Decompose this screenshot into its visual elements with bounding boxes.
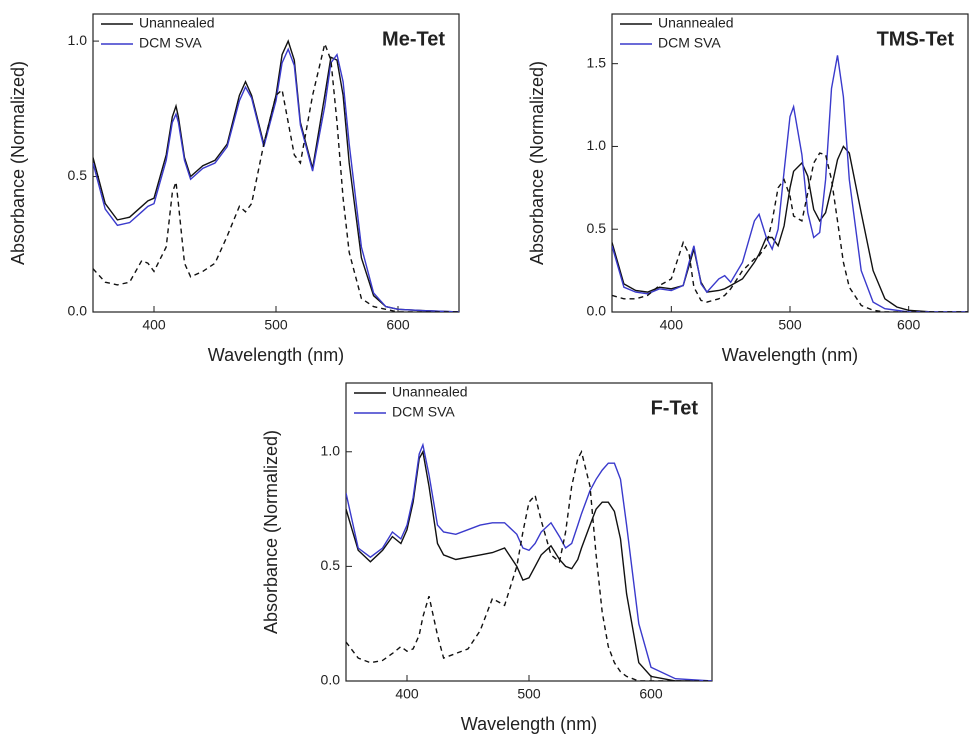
y-tick-label: 0.5	[321, 557, 341, 573]
legend-label: Unannealed	[392, 384, 468, 400]
legend-label: DCM SVA	[392, 404, 455, 420]
x-tick-label: 600	[386, 317, 410, 333]
chart-title: TMS-Tet	[877, 28, 955, 50]
x-tick-label: 400	[395, 686, 419, 702]
y-tick-label: 1.0	[68, 32, 88, 48]
y-axis-label: Absorbance (Normalized)	[527, 61, 547, 265]
x-axis-label: Wavelength (nm)	[722, 345, 858, 365]
chart: 400 500 600 0.0 0.5 1.0 Wavelength (nm) Absorba…	[8, 13, 460, 365]
legend-label: Unannealed	[658, 15, 734, 31]
chart-title: F-Tet	[651, 397, 699, 419]
plot-frame	[611, 13, 969, 313]
y-axis-label: Absorbance (Normalized)	[261, 430, 281, 634]
series-line	[612, 145, 968, 312]
y-tick-label: 0.5	[587, 220, 607, 236]
chart: 400 500 600 0.0 0.5 1.0 1.5 Wavelength (nm) Abso…	[527, 13, 969, 365]
y-tick-label: 0.0	[68, 303, 88, 319]
series-line	[612, 152, 968, 312]
y-axis-label: Absorbance (Normalized)	[8, 61, 28, 265]
series-line	[93, 39, 459, 312]
y-tick-label: 1.0	[587, 137, 607, 153]
x-tick-label: 400	[142, 317, 166, 333]
series-line	[346, 449, 712, 681]
legend-label: DCM SVA	[139, 35, 202, 51]
series-line	[93, 41, 459, 312]
plot-frame	[92, 13, 460, 313]
series-line	[346, 449, 712, 681]
series-line	[612, 55, 968, 312]
legend-label: Unannealed	[139, 15, 215, 31]
x-tick-label: 500	[778, 317, 802, 333]
x-tick-label: 600	[639, 686, 663, 702]
series-line	[346, 442, 712, 681]
series-line	[93, 47, 459, 312]
x-tick-label: 600	[897, 317, 921, 333]
x-tick-label: 400	[660, 317, 684, 333]
y-tick-label: 1.0	[321, 442, 341, 458]
legend-label: DCM SVA	[658, 35, 721, 51]
y-tick-label: 0.0	[321, 672, 341, 688]
x-axis-label: Wavelength (nm)	[208, 345, 344, 365]
y-tick-label: 0.0	[587, 303, 607, 319]
y-tick-label: 1.5	[587, 54, 607, 70]
plot-frame	[345, 382, 713, 682]
y-tick-label: 0.5	[68, 167, 88, 183]
x-tick-label: 500	[517, 686, 541, 702]
x-axis-label: Wavelength (nm)	[461, 714, 597, 734]
x-tick-label: 500	[264, 317, 288, 333]
chart: 400 500 600 0.0 0.5 1.0 Wavelength (nm) Absorba…	[261, 382, 713, 734]
chart-title: Me-Tet	[382, 28, 445, 50]
